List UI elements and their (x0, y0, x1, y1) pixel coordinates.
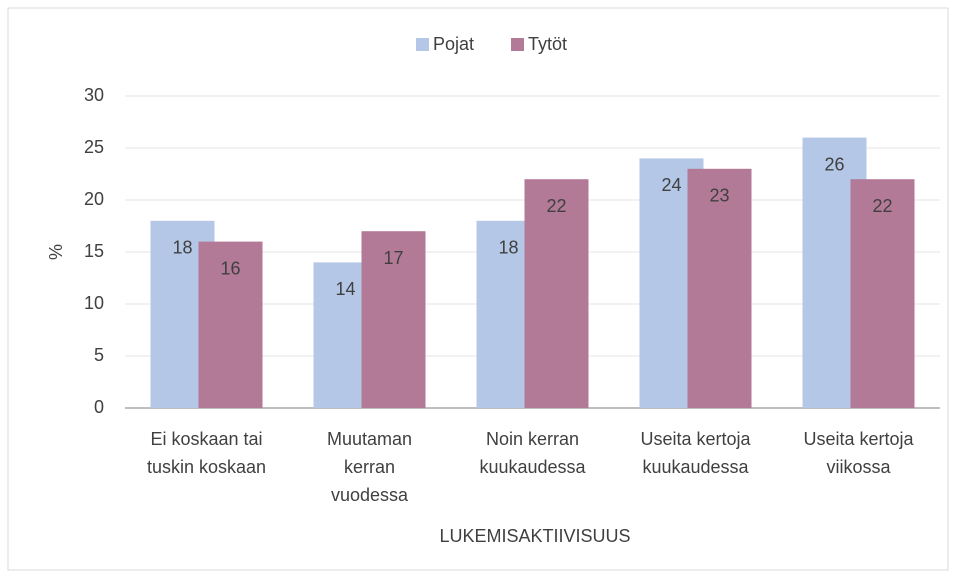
x-tick-label: kuukaudessa (479, 457, 586, 477)
data-label: 26 (824, 154, 844, 174)
bar (524, 179, 589, 408)
data-label: 24 (661, 175, 681, 195)
x-tick-label: Ei koskaan tai (150, 429, 262, 449)
x-tick-label: Noin kerran (486, 429, 579, 449)
x-tick-label: kuukaudessa (642, 457, 749, 477)
y-tick-label: 15 (84, 241, 104, 261)
legend-swatch (511, 38, 524, 51)
data-label: 14 (335, 279, 355, 299)
y-tick-label: 30 (84, 85, 104, 105)
data-label: 23 (709, 186, 729, 206)
x-tick-label: vuodessa (331, 485, 409, 505)
y-tick-label: 0 (94, 397, 104, 417)
bar (850, 179, 915, 408)
x-tick-label: tuskin koskaan (147, 457, 266, 477)
data-label: 22 (546, 196, 566, 216)
y-tick-label: 20 (84, 189, 104, 209)
x-tick-label: Useita kertoja (803, 429, 914, 449)
x-tick-label: Useita kertoja (640, 429, 751, 449)
data-label: 17 (383, 248, 403, 268)
legend-label: Pojat (433, 34, 474, 54)
x-tick-label: kerran (344, 457, 395, 477)
x-tick-label: viikossa (826, 457, 891, 477)
x-axis-label: LUKEMISAKTIIVISUUS (439, 526, 630, 546)
legend-swatch (416, 38, 429, 51)
bar (198, 241, 263, 408)
y-tick-label: 5 (94, 345, 104, 365)
data-label: 18 (172, 238, 192, 258)
legend-label: Tytöt (528, 34, 567, 54)
bar (361, 231, 426, 408)
data-label: 22 (872, 196, 892, 216)
y-tick-label: 25 (84, 137, 104, 157)
y-axis-label: % (46, 244, 66, 260)
y-tick-label: 10 (84, 293, 104, 313)
data-label: 18 (498, 238, 518, 258)
data-label: 16 (220, 258, 240, 278)
bar (687, 168, 752, 408)
x-tick-label: Muutaman (327, 429, 412, 449)
